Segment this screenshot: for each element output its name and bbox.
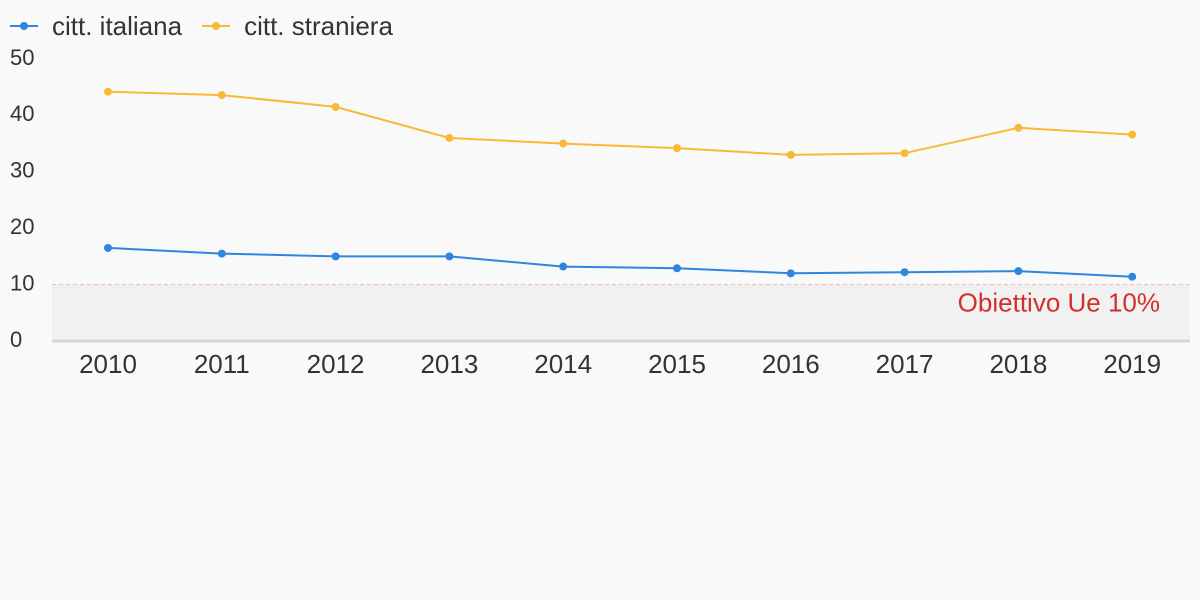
- data-point[interactable]: [1014, 123, 1023, 132]
- data-point[interactable]: [331, 102, 340, 111]
- data-point[interactable]: [673, 264, 681, 273]
- data-point[interactable]: [445, 133, 454, 142]
- legend-label-straniera: citt. straniera: [244, 10, 393, 41]
- x-tick-label: 2019: [1103, 349, 1161, 379]
- x-tick-label: 2017: [876, 349, 934, 379]
- legend-item-straniera[interactable]: citt. straniera: [202, 8, 393, 44]
- x-tick-label: 2010: [79, 349, 137, 379]
- series-line-straniera: [107, 90, 1133, 156]
- data-point[interactable]: [900, 149, 909, 158]
- y-tick-label: 40: [10, 101, 34, 126]
- y-tick-label: 0: [10, 327, 22, 352]
- y-tick-label: 30: [10, 158, 34, 183]
- target-zone: [52, 284, 1190, 341]
- x-tick-label: 2012: [307, 349, 365, 379]
- data-point[interactable]: [559, 139, 568, 148]
- data-point[interactable]: [104, 243, 112, 252]
- x-tick-label: 2014: [534, 349, 592, 379]
- data-point[interactable]: [217, 91, 226, 100]
- data-point[interactable]: [104, 87, 112, 96]
- target-label: Obiettivo Ue 10%: [958, 287, 1160, 317]
- x-tick-label: 2018: [989, 349, 1047, 379]
- x-tick-label: 2015: [648, 349, 706, 379]
- data-point[interactable]: [445, 252, 454, 261]
- data-point[interactable]: [1014, 267, 1023, 276]
- y-tick-label: 10: [10, 270, 34, 295]
- data-point[interactable]: [786, 269, 795, 278]
- data-point[interactable]: [1128, 130, 1137, 139]
- data-point[interactable]: [559, 262, 568, 271]
- data-point[interactable]: [673, 144, 681, 153]
- legend-marker-straniera: [202, 22, 231, 30]
- x-tick-label: 2016: [762, 349, 820, 379]
- data-point[interactable]: [217, 249, 226, 258]
- x-tick-label: 2013: [420, 349, 478, 379]
- legend-label-italiana: citt. italiana: [52, 10, 183, 41]
- data-point[interactable]: [786, 150, 795, 159]
- x-tick-label: 2011: [194, 349, 250, 379]
- data-point[interactable]: [331, 252, 340, 261]
- series-line-italiana: [107, 246, 1133, 278]
- legend-item-italiana[interactable]: citt. italiana: [10, 8, 182, 44]
- y-tick-label: 20: [10, 214, 34, 239]
- data-point[interactable]: [1128, 272, 1137, 281]
- y-tick-label: 50: [10, 45, 34, 70]
- legend-marker-italiana: [10, 22, 38, 30]
- data-point[interactable]: [900, 268, 909, 277]
- chart-legend: citt. italiana citt. straniera: [10, 8, 393, 44]
